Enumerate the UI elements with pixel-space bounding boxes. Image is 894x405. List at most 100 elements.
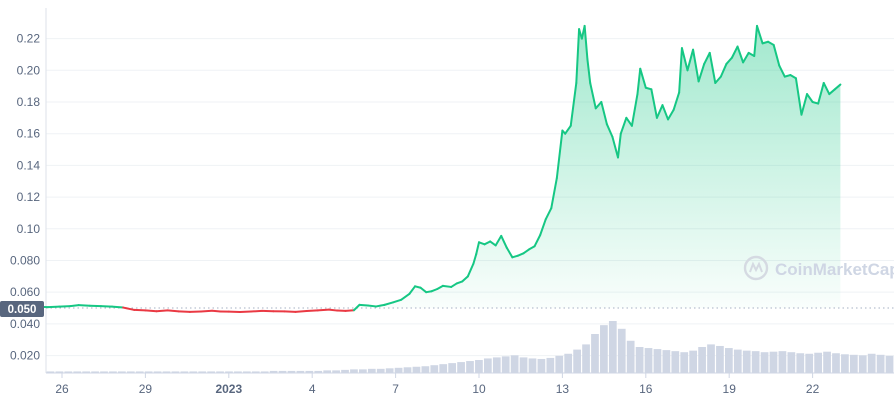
price-line-segment	[346, 310, 354, 311]
volume-bar	[573, 350, 581, 373]
volume-bar	[645, 348, 653, 373]
price-line-segment	[368, 305, 376, 306]
volume-bar	[796, 353, 804, 373]
y-tick-label: 0.060	[10, 285, 40, 299]
price-line-segment	[307, 310, 318, 311]
volume-bar	[413, 367, 421, 373]
volume-bar	[448, 363, 456, 373]
volume-bar	[493, 357, 501, 373]
volume-bar	[698, 347, 706, 373]
volume-bar	[475, 360, 483, 373]
price-line-segment	[145, 310, 156, 311]
x-tick-label: 2023	[215, 382, 242, 396]
volume-bar	[502, 356, 510, 373]
volume-bar	[484, 358, 492, 373]
volume-bar	[422, 366, 430, 373]
volume-bar	[430, 365, 438, 373]
y-tick-label: 0.20	[17, 63, 41, 77]
volume-bar	[671, 351, 679, 373]
price-line-segment	[359, 305, 367, 306]
volume-bar	[555, 356, 563, 373]
y-tick-label: 0.12	[17, 190, 41, 204]
x-tick-label: 29	[139, 382, 153, 396]
price-line-segment	[212, 311, 220, 312]
x-tick-label: 13	[556, 382, 570, 396]
y-tick-label: 0.10	[17, 222, 41, 236]
volume-bar	[538, 359, 546, 373]
volume-bar	[564, 354, 572, 373]
volume-bar	[600, 325, 608, 373]
y-tick-label: 0.14	[17, 158, 41, 172]
volume-bar	[823, 352, 831, 373]
price-line-segment	[329, 310, 337, 311]
volume-bar	[359, 369, 367, 373]
price-line-segment	[443, 286, 451, 287]
volume-bar	[654, 349, 662, 373]
volume-bar	[680, 352, 688, 373]
volume-bar	[618, 329, 626, 373]
y-tick-label: 0.18	[17, 95, 41, 109]
x-tick-label: 7	[392, 382, 399, 396]
x-tick-label: 26	[55, 382, 69, 396]
y-tick-label: 0.16	[17, 127, 41, 141]
volume-bar	[868, 354, 876, 373]
volume-bar	[707, 344, 715, 373]
volume-bar	[404, 367, 412, 373]
y-tick-label: 0.040	[10, 317, 40, 331]
price-line-segment	[168, 310, 179, 311]
price-line-segment	[157, 310, 168, 311]
volume-bar	[350, 369, 358, 373]
volume-bar	[814, 353, 822, 373]
volume-bar	[859, 355, 867, 373]
y-tick-label: 0.020	[10, 349, 40, 363]
volume-bar	[752, 351, 760, 373]
volume-bar	[805, 354, 813, 373]
price-line-segment	[251, 311, 262, 312]
volume-bar	[511, 355, 519, 373]
volume-bar	[761, 352, 769, 373]
volume-bar	[466, 361, 474, 373]
volume-bar	[529, 358, 537, 373]
x-tick-label: 22	[806, 382, 820, 396]
volume-bar	[457, 362, 465, 373]
current-price-tag: 0.050	[0, 301, 44, 317]
price-line-segment	[318, 310, 329, 311]
volume-bar	[386, 368, 394, 373]
volume-bar	[377, 369, 385, 373]
price-line-segment	[79, 305, 90, 306]
current-price-label: 0.050	[8, 304, 37, 316]
volume-bar	[395, 368, 403, 373]
volume-bar	[636, 347, 644, 373]
volume-bar	[609, 321, 617, 373]
volume-bar	[850, 355, 858, 373]
volume-bar	[734, 350, 742, 373]
volume-bar	[582, 344, 590, 373]
watermark-text: CoinMarketCap	[775, 260, 894, 279]
volume-bar	[877, 355, 885, 373]
price-line-segment	[112, 307, 123, 308]
volume-bar	[663, 350, 671, 373]
volume-bar	[886, 356, 894, 373]
x-tick-label: 19	[723, 382, 737, 396]
volume-bar	[716, 346, 724, 373]
volume-bar	[627, 341, 635, 373]
y-tick-label: 0.22	[17, 32, 41, 46]
price-line-segment	[70, 305, 78, 306]
volume-bar	[832, 353, 840, 373]
price-line-segment	[201, 311, 212, 312]
volume-bar	[368, 369, 376, 373]
volume-bar	[841, 354, 849, 373]
x-tick-label: 16	[639, 382, 653, 396]
volume-bar	[725, 348, 733, 373]
volume-bar	[779, 351, 787, 373]
x-tick-label: 10	[472, 382, 486, 396]
volume-bar	[546, 358, 554, 373]
volume-bar	[770, 352, 778, 373]
volume-bar	[439, 364, 447, 373]
price-line-segment	[296, 311, 307, 312]
volume-bar	[520, 357, 528, 373]
volume-bar	[591, 334, 599, 373]
